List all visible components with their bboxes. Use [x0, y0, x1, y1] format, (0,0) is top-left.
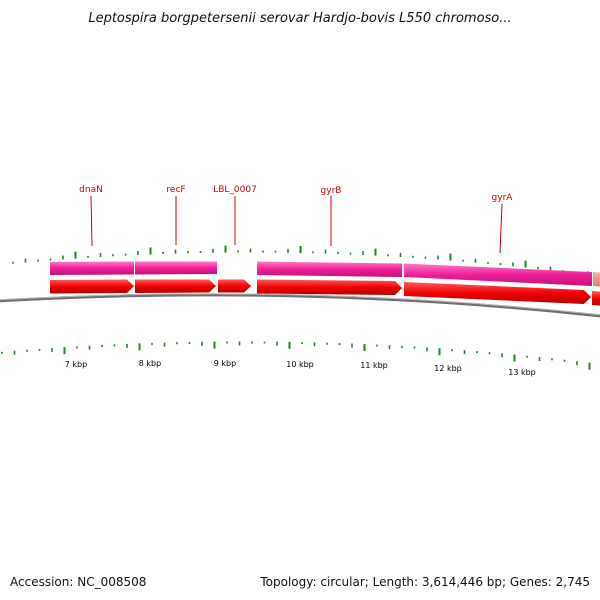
chromosome-backbone [0, 293, 600, 318]
scale-label-10kbp: 10 kbp [286, 360, 314, 369]
scale-label-9kbp: 9 kbp [214, 359, 236, 368]
cds-arrow-next [592, 291, 600, 306]
cds-arrow-LBL_0007 [218, 279, 251, 293]
dnaN-leader [90, 195, 93, 247]
scale-label-8kbp: 8 kbp [139, 359, 161, 368]
gene-label-dnaN: dnaN [79, 185, 103, 195]
gyrA-leader [499, 203, 503, 254]
scale-label-7kbp: 7 kbp [65, 360, 87, 369]
gc-content-track-bottom [1, 341, 591, 370]
gene-feature-gyrB [257, 261, 402, 277]
gene-feature-gyrA [404, 263, 592, 286]
cds-arrow-gyrB [257, 279, 402, 295]
chromosome-backbone-highlight [0, 293, 600, 316]
gene-label-gyrB: gyrB [321, 186, 342, 196]
scale-label-13kbp: 13 kbp [508, 368, 536, 377]
gene-feature-recF [135, 261, 217, 275]
cds-arrow-dnaN [50, 279, 134, 294]
cds-arrow-recF [135, 279, 216, 293]
gene-feature-next [593, 272, 600, 287]
scale-label-11kbp: 11 kbp [360, 361, 388, 370]
gene-label-gyrA: gyrA [492, 193, 514, 203]
scale-label-12kbp: 12 kbp [434, 364, 462, 373]
accession-text: Accession: NC_008508 [10, 575, 146, 589]
genome-summary-text: Topology: circular; Length: 3,614,446 bp… [259, 575, 590, 589]
cds-arrow-gyrA [404, 282, 591, 304]
scale-labels: 7 kbp 8 kbp 9 kbp 10 kbp 11 kbp 12 kbp 1… [65, 359, 536, 377]
gene-feature-track [50, 261, 600, 287]
gene-feature-dnaN [50, 261, 134, 275]
cds-feature-track [50, 279, 600, 306]
gene-label-LBL_0007: LBL_0007 [213, 185, 257, 195]
gene-label-group: dnaN recF LBL_0007 gyrB gyrA [79, 185, 514, 254]
gene-label-recF: recF [166, 185, 185, 195]
map-title: Leptospira borgpetersenii serovar Hardjo… [88, 11, 511, 26]
